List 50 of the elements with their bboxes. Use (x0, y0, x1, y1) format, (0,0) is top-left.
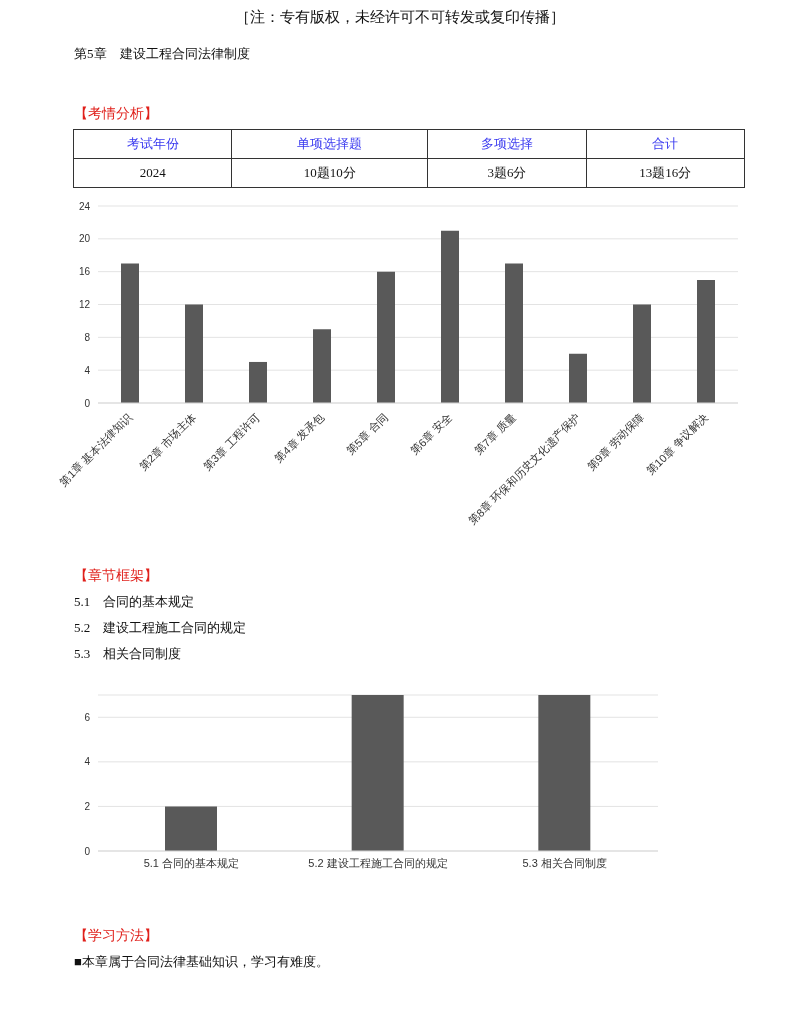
y-tick-label: 0 (84, 845, 91, 857)
text: ［注：专有版权，未经许可不可转发或复印传播］ (234, 8, 566, 27)
x-tick-label: 第6章 安全 (408, 410, 455, 457)
text: 3题6分 (427, 158, 587, 188)
bar (569, 353, 587, 403)
y-tick-label: 6 (84, 711, 91, 723)
bar (185, 304, 203, 403)
y-tick-label: 24 (78, 200, 91, 212)
y-tick-label: 8 (84, 331, 91, 343)
y-tick-label: 20 (78, 233, 91, 245)
x-tick-label: 第4章 发承包 (272, 410, 327, 465)
text: 5.2 建设工程施工合同的规定 (74, 619, 248, 637)
text: 【考情分析】 (74, 105, 159, 123)
chart-title: 第5章 建设工程合同法律制度 (74, 45, 251, 63)
bar (633, 304, 651, 403)
x-tick-label: 5.3 相关合同制度 (522, 856, 607, 869)
text: 单项选择题 (231, 129, 428, 159)
x-tick-label: 5.1 合同的基本规定 (143, 856, 240, 869)
text: ■本章属于合同法律基础知识，学习有难度。 (74, 953, 330, 971)
text: 5.1 合同的基本规定 (74, 593, 196, 611)
y-tick-label: 0 (84, 397, 91, 409)
bar (505, 263, 523, 403)
text: 合计 (586, 129, 745, 159)
text: 【学习方法】 (74, 927, 159, 945)
text: 考试年份 (73, 129, 232, 159)
x-tick-label: 第3章 工程许可 (200, 410, 263, 473)
bar (121, 263, 139, 403)
text: 13题16分 (586, 158, 745, 188)
x-tick-label: 第2章 市场主体 (136, 410, 199, 473)
text: 10题10分 (231, 158, 428, 188)
text: 【章节框架】 (74, 567, 159, 585)
x-tick-label: 第7章 质量 (472, 410, 519, 457)
bar (249, 361, 267, 403)
y-tick-label: 4 (84, 364, 91, 376)
x-tick-label: 5.2 建设工程施工合同的规定 (308, 856, 448, 869)
bar (313, 329, 331, 403)
y-tick-label: 2 (84, 800, 91, 812)
y-tick-label: 16 (78, 266, 91, 278)
x-tick-label: 第5章 合同 (344, 410, 391, 457)
bar (441, 230, 459, 403)
text: 5.3 相关合同制度 (74, 645, 183, 663)
y-tick-label: 4 (84, 756, 91, 768)
x-tick-label: 第1章 基本法律知识 (57, 410, 135, 488)
y-tick-label: 12 (78, 299, 91, 311)
bar (697, 279, 715, 403)
text: 多项选择 (427, 129, 587, 159)
text: 2024 (73, 158, 232, 188)
x-tick-label: 第10章 争议解决 (644, 410, 711, 477)
x-tick-label: 第9章 劳动保障 (584, 410, 647, 473)
bar (377, 271, 395, 403)
